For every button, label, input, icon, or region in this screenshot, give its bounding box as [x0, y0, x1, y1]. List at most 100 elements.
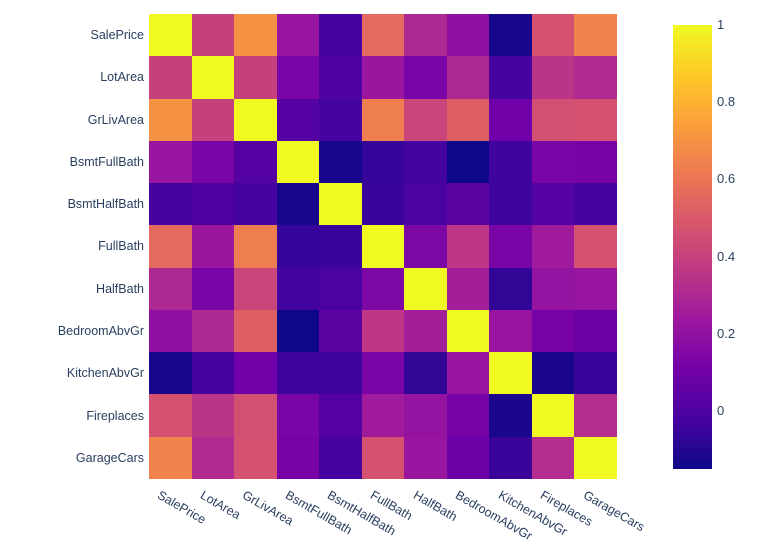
y-tick-label-BsmtFullBath: BsmtFullBath: [69, 154, 144, 169]
heatmap-cell-HalfBath-FullBath: [361, 267, 405, 310]
heatmap-cell-SalePrice-SalePrice: [149, 14, 192, 57]
heatmap-cell-KitchenAbvGr-BsmtFullBath: [276, 352, 320, 395]
heatmap-cell-GrLivArea-BsmtHalfBath: [319, 98, 362, 141]
heatmap-cell-BsmtHalfBath-SalePrice: [149, 183, 192, 226]
heatmap-cell-BsmtHalfBath-GrLivArea: [234, 183, 277, 226]
heatmap-cell-BedroomAbvGr-LotArea: [191, 309, 235, 353]
x-tick-label-Fireplaces: Fireplaces: [538, 488, 596, 529]
heatmap-cell-SalePrice-LotArea: [191, 14, 235, 57]
heatmap-cell-BedroomAbvGr-SalePrice: [149, 309, 192, 353]
heatmap-cell-HalfBath-BsmtHalfBath: [319, 267, 362, 310]
heatmap-cell-GrLivArea-KitchenAbvGr: [489, 98, 532, 141]
heatmap-cell-Fireplaces-LotArea: [191, 394, 235, 437]
heatmap-cell-GrLivArea-SalePrice: [149, 98, 192, 141]
heatmap-cell-LotArea-HalfBath: [404, 56, 447, 99]
heatmap-cell-BedroomAbvGr-Fireplaces: [531, 309, 575, 353]
heatmap-cell-GrLivArea-GrLivArea: [234, 98, 277, 141]
heatmap-cell-FullBath-GrLivArea: [234, 225, 277, 268]
heatmap-cell-HalfBath-BedroomAbvGr: [446, 267, 490, 310]
colorbar-gradient: [673, 25, 712, 469]
heatmap-cell-GarageCars-BsmtHalfBath: [319, 436, 362, 479]
heatmap-cell-SalePrice-HalfBath: [404, 14, 447, 57]
x-tick-label-BedroomAbvGr: BedroomAbvGr: [453, 488, 535, 544]
heatmap-cell-HalfBath-GarageCars: [574, 267, 617, 310]
x-tick-label-GrLivArea: GrLivArea: [240, 488, 297, 529]
x-tick-label-LotArea: LotArea: [197, 488, 243, 523]
y-tick-label-GarageCars: GarageCars: [75, 450, 144, 465]
heatmap-cell-GrLivArea-LotArea: [191, 98, 235, 141]
heatmap-cell-BsmtFullBath-SalePrice: [149, 140, 192, 184]
x-tick-label-BsmtFullBath: BsmtFullBath: [282, 488, 355, 538]
heatmap-cell-BsmtFullBath-FullBath: [361, 140, 405, 184]
y-tick-label-BedroomAbvGr: BedroomAbvGr: [57, 323, 144, 338]
heatmap-cell-BsmtFullBath-GrLivArea: [234, 140, 277, 184]
heatmap-cell-Fireplaces-GrLivArea: [234, 394, 277, 437]
heatmap-cell-GrLivArea-Fireplaces: [531, 98, 575, 141]
heatmap-cell-Fireplaces-BsmtHalfBath: [319, 394, 362, 437]
heatmap-cell-HalfBath-Fireplaces: [531, 267, 575, 310]
heatmap-cell-Fireplaces-GarageCars: [574, 394, 617, 437]
heatmap-cell-Fireplaces-KitchenAbvGr: [489, 394, 532, 437]
x-tick-label-FullBath: FullBath: [368, 488, 415, 524]
heatmap-cell-GrLivArea-BsmtFullBath: [276, 98, 320, 141]
x-tick-label-KitchenAbvGr: KitchenAbvGr: [495, 488, 570, 539]
heatmap-cell-BedroomAbvGr-HalfBath: [404, 309, 447, 353]
heatmap-cell-KitchenAbvGr-Fireplaces: [531, 352, 575, 395]
heatmap-cell-SalePrice-BsmtFullBath: [276, 14, 320, 57]
heatmap-cell-KitchenAbvGr-BsmtHalfBath: [319, 352, 362, 395]
heatmap-cell-FullBath-FullBath: [361, 225, 405, 268]
heatmap-cell-BsmtHalfBath-BsmtHalfBath: [319, 183, 362, 226]
colorbar-tick-0.2: 0.2: [717, 325, 736, 341]
heatmap-cell-GarageCars-GarageCars: [574, 436, 617, 479]
heatmap-cell-GarageCars-SalePrice: [149, 436, 192, 479]
heatmap-cell-BsmtFullBath-GarageCars: [574, 140, 617, 184]
y-tick-label-GrLivArea: GrLivArea: [87, 112, 144, 127]
heatmap-cell-KitchenAbvGr-SalePrice: [149, 352, 192, 395]
heatmap-cell-GarageCars-BsmtFullBath: [276, 436, 320, 479]
heatmap-cell-SalePrice-Fireplaces: [531, 14, 575, 57]
heatmap-cell-BedroomAbvGr-BedroomAbvGr: [446, 309, 490, 353]
heatmap-cell-HalfBath-GrLivArea: [234, 267, 277, 310]
y-tick-label-KitchenAbvGr: KitchenAbvGr: [66, 366, 144, 381]
heatmap-cell-BsmtHalfBath-Fireplaces: [531, 183, 575, 226]
y-tick-label-BsmtHalfBath: BsmtHalfBath: [67, 197, 144, 212]
heatmap-cell-BsmtHalfBath-GarageCars: [574, 183, 617, 226]
y-tick-label-FullBath: FullBath: [98, 239, 144, 254]
heatmap-cell-GarageCars-GrLivArea: [234, 436, 277, 479]
heatmap-cell-Fireplaces-Fireplaces: [531, 394, 575, 437]
heatmap-cell-KitchenAbvGr-BedroomAbvGr: [446, 352, 490, 395]
x-tick-label-SalePrice: SalePrice: [155, 488, 209, 527]
heatmap-cell-BsmtHalfBath-BsmtFullBath: [276, 183, 320, 226]
heatmap-cell-GrLivArea-GarageCars: [574, 98, 617, 141]
heatmap-cell-HalfBath-LotArea: [191, 267, 235, 310]
heatmap-cell-Fireplaces-SalePrice: [149, 394, 192, 437]
heatmap-cell-BedroomAbvGr-KitchenAbvGr: [489, 309, 532, 353]
heatmap-cell-KitchenAbvGr-GrLivArea: [234, 352, 277, 395]
heatmap-cell-FullBath-GarageCars: [574, 225, 617, 268]
heatmap-plot-area[interactable]: [149, 14, 617, 479]
heatmap-cell-HalfBath-BsmtFullBath: [276, 267, 320, 310]
heatmap-cell-HalfBath-KitchenAbvGr: [489, 267, 532, 310]
y-tick-label-Fireplaces: Fireplaces: [86, 408, 144, 423]
heatmap-cell-SalePrice-GarageCars: [574, 14, 617, 57]
y-axis-tick-labels: SalePrice LotArea GrLivArea BsmtFullBath Bsm…: [0, 14, 144, 479]
colorbar-tick-0.6: 0.6: [717, 171, 736, 187]
heatmap-cell-BsmtHalfBath-KitchenAbvGr: [489, 183, 532, 226]
heatmap-cell-FullBath-HalfBath: [404, 225, 447, 268]
heatmap-cell-GarageCars-LotArea: [191, 436, 235, 479]
heatmap-cell-GarageCars-Fireplaces: [531, 436, 575, 479]
y-tick-label-LotArea: LotArea: [100, 70, 144, 85]
heatmap-cell-BsmtFullBath-BsmtHalfBath: [319, 140, 362, 184]
heatmap-cell-BsmtFullBath-BedroomAbvGr: [446, 140, 490, 184]
heatmap-cell-Fireplaces-HalfBath: [404, 394, 447, 437]
y-tick-label-HalfBath: HalfBath: [96, 281, 144, 296]
heatmap-cell-GrLivArea-BedroomAbvGr: [446, 98, 490, 141]
heatmap-cell-LotArea-BedroomAbvGr: [446, 56, 490, 99]
heatmap-cell-GarageCars-BedroomAbvGr: [446, 436, 490, 479]
heatmap-cell-BsmtHalfBath-HalfBath: [404, 183, 447, 226]
heatmap-cell-Fireplaces-BsmtFullBath: [276, 394, 320, 437]
heatmap-cell-SalePrice-BedroomAbvGr: [446, 14, 490, 57]
heatmap-cell-LotArea-Fireplaces: [531, 56, 575, 99]
heatmap-cell-SalePrice-GrLivArea: [234, 14, 277, 57]
heatmap-cell-HalfBath-SalePrice: [149, 267, 192, 310]
